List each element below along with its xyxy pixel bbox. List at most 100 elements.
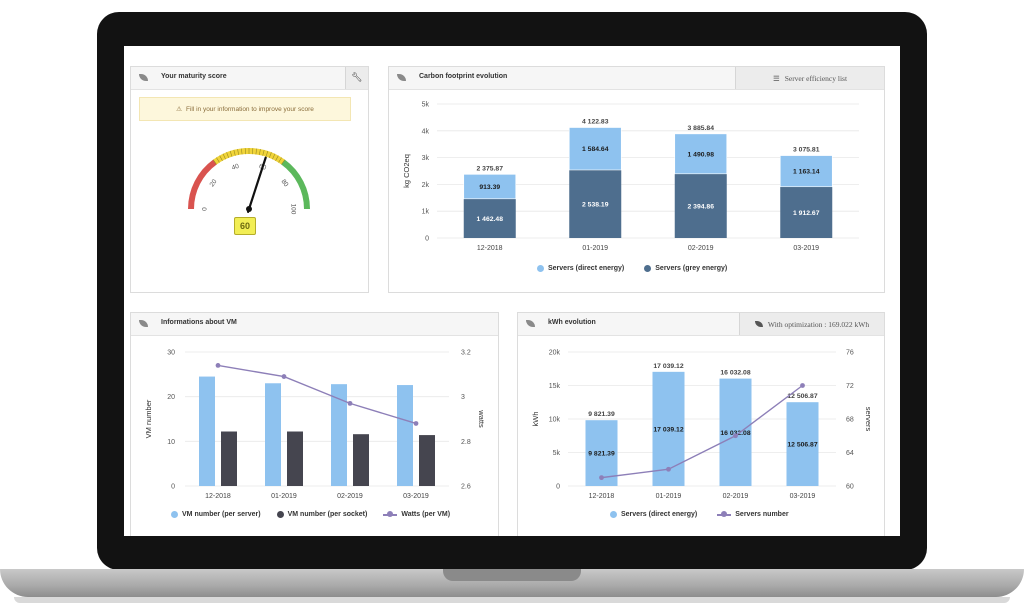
data-label: 1 163.14 [793, 169, 820, 176]
y2-tick-label: 60 [846, 484, 854, 491]
y2-tick-label: 76 [846, 350, 854, 357]
gauge-minor-tick [237, 149, 239, 156]
servers-point [733, 433, 738, 439]
y2-tick-label: 2.6 [461, 484, 471, 491]
data-label: 1 912.67 [793, 210, 820, 217]
servers-point [599, 475, 604, 481]
panel-title: kWh evolution [548, 319, 596, 326]
legend-label: Servers number [735, 511, 789, 518]
data-label: 12 506.87 [787, 442, 817, 449]
gauge-minor-tick [268, 152, 272, 158]
panel-title: Informations about VM [161, 319, 237, 326]
gauge-tick-label: 40 [231, 163, 240, 172]
carbon-legend[interactable]: Servers (direct energy) Servers (grey en… [537, 265, 727, 272]
total-label: 3 075.81 [793, 147, 820, 154]
gauge-minor-tick [259, 149, 261, 156]
score-alert: ⚠ Fill in your information to improve yo… [139, 97, 351, 121]
panel-header: Your maturity score 🔧︎ [131, 67, 368, 90]
gauge-minor-tick [262, 149, 265, 156]
legend-swatch [717, 511, 732, 517]
x-tick-label: 12-2018 [477, 245, 503, 250]
data-label: 913.39 [479, 184, 500, 191]
legend-label: Watts (per VM) [401, 511, 451, 518]
legend-swatch [276, 511, 284, 518]
gauge-red-band [188, 159, 217, 210]
bar-direct-energy [779, 155, 833, 188]
data-label: 17 039.12 [653, 426, 683, 433]
total-label: 16 032.08 [720, 370, 750, 377]
y2-tick-label: 3.2 [461, 350, 471, 357]
data-label: 16 032.08 [720, 430, 750, 437]
dashboard-screen: Your maturity score 🔧︎ ⚠ Fill in your in… [124, 46, 900, 536]
leaf-icon [397, 74, 406, 81]
panel-title: Carbon footprint evolution [419, 73, 508, 80]
servers-line [601, 384, 803, 479]
watts-point [413, 421, 419, 426]
gauge-minor-tick [281, 159, 286, 165]
legend-swatch [537, 265, 544, 272]
legend-swatch [644, 265, 652, 272]
bar-direct-energy [568, 127, 622, 171]
y-axis-label: kWh [531, 412, 540, 427]
y-axis-label: VM number [144, 399, 153, 438]
x-tick-label: 02-2019 [337, 493, 363, 500]
data-label: 2 538.19 [582, 201, 609, 208]
warning-icon: ⚠ [176, 106, 182, 113]
gauge-tick-label: 0 [202, 207, 209, 211]
data-label: 1 584.64 [582, 146, 609, 153]
leaf-icon [526, 320, 535, 327]
gauge-green-band [281, 159, 310, 210]
total-label: 4 122.83 [582, 119, 609, 126]
gauge-minor-tick [278, 157, 282, 163]
y-tick-label: 1k [422, 209, 430, 216]
optimization-button[interactable]: With optimization : 169.022 kWh [739, 313, 884, 335]
kwh-legend[interactable]: Servers (direct energy) Servers number [610, 511, 789, 518]
vm-panel: Informations about VM 0 10 20 30 2.6 2.8 3 3.2 V… [130, 312, 499, 536]
bar-vm-per-socket [353, 434, 369, 486]
total-label: 9 821.39 [588, 411, 615, 418]
y2-axis-label: watts [477, 409, 486, 428]
watts-point [281, 374, 287, 379]
x-tick-label: 12-2018 [205, 493, 231, 500]
y-tick-label: 15k [549, 383, 561, 390]
bar-direct-energy [463, 174, 517, 200]
total-label: 3 885.84 [688, 125, 715, 132]
x-tick-label: 01-2019 [656, 493, 682, 500]
gauge-minor-ticks [212, 148, 286, 165]
y-tick-label: 0 [425, 236, 429, 243]
total-label: 17 039.12 [653, 363, 683, 370]
servers-point [666, 466, 671, 472]
y2-tick-label: 68 [846, 417, 854, 424]
data-label: 2 394.86 [688, 203, 715, 210]
gauge-minor-tick [275, 155, 279, 161]
y2-tick-label: 3 [461, 394, 465, 401]
server-efficiency-button[interactable]: ☰ Server efficiency list [735, 67, 884, 89]
bar-vm-per-socket [419, 435, 435, 486]
y-tick-label: 3k [422, 155, 430, 162]
gauge-minor-tick [212, 159, 217, 165]
x-tick-label: 03-2019 [790, 493, 816, 500]
gauge-minor-tick [222, 153, 226, 160]
gauge-minor-tick [265, 150, 269, 157]
total-label: 2 375.87 [477, 165, 504, 172]
legend-label: VM number (per server) [182, 511, 261, 518]
legend-swatch [610, 511, 617, 518]
bar-vm-per-server [397, 385, 413, 486]
maturity-gauge: 020406080100 [188, 148, 310, 215]
y-tick-label: 10k [549, 417, 561, 424]
watts-point [347, 400, 353, 406]
y-tick-label: 5k [553, 450, 561, 457]
gauge-minor-tick [233, 149, 236, 156]
y-tick-label: 4k [422, 128, 430, 135]
y2-tick-label: 64 [846, 450, 854, 457]
gauge-tick-label: 20 [209, 178, 219, 188]
y-axis-label: kg CO2eq [402, 154, 411, 188]
legend-label: VM number (per socket) [287, 511, 368, 518]
y-tick-label: 30 [167, 350, 175, 357]
gauge-minor-tick [226, 152, 230, 158]
vm-legend[interactable]: VM number (per server) VM number (per so… [171, 511, 450, 518]
panel-header: Informations about VM [131, 313, 498, 336]
wrench-icon: 🔧︎ [351, 73, 363, 83]
settings-button[interactable]: 🔧︎ [345, 67, 368, 89]
button-label: With optimization : 169.022 kWh [767, 319, 870, 329]
